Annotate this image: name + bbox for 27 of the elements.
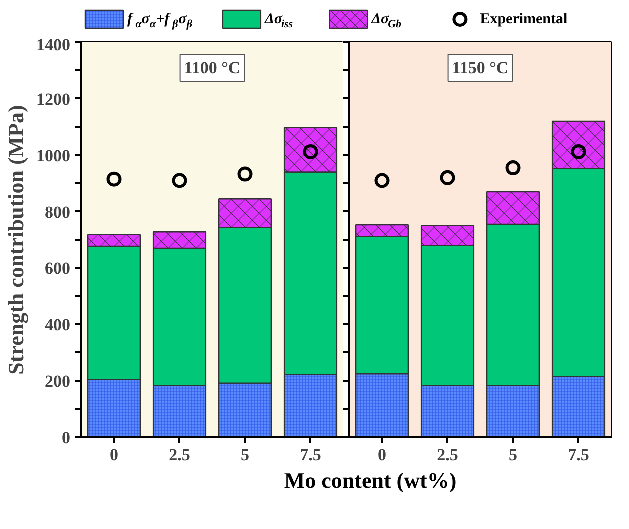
point [440,170,456,186]
y-tick-label: 1000 [36,146,70,166]
x-tick-label: 5 [509,446,518,464]
x-tick-label: 2.5 [169,446,190,464]
x-tick-label: 7.5 [300,446,322,464]
y-tick-label: 1200 [36,90,70,109]
x-tick-label: 0 [110,446,118,464]
x-axis-title: Mo content (wt%) [284,468,457,493]
x-tick-label: 7.5 [568,446,590,464]
point [506,160,521,176]
y-tick-label: 800 [45,202,70,222]
band-label: 1150 °C [452,58,509,78]
y-axis-title: Strength contribution (MPa) [4,105,28,375]
x-tick-label: 5 [241,446,250,464]
legend-label: Experimental [480,12,568,28]
point [172,173,188,188]
point [374,173,390,188]
y-tick-label: 600 [45,259,70,278]
band-label: 1100 °C [184,58,241,78]
y-tick-label: 400 [45,316,70,335]
x-tick-label: 0 [378,446,386,464]
point [106,172,122,187]
y-tick-label: 200 [45,372,70,392]
y-tick-label: 1400 [36,36,70,54]
y-tick-label: 0 [62,428,70,448]
point [238,166,253,182]
x-tick-label: 2.5 [437,446,458,464]
